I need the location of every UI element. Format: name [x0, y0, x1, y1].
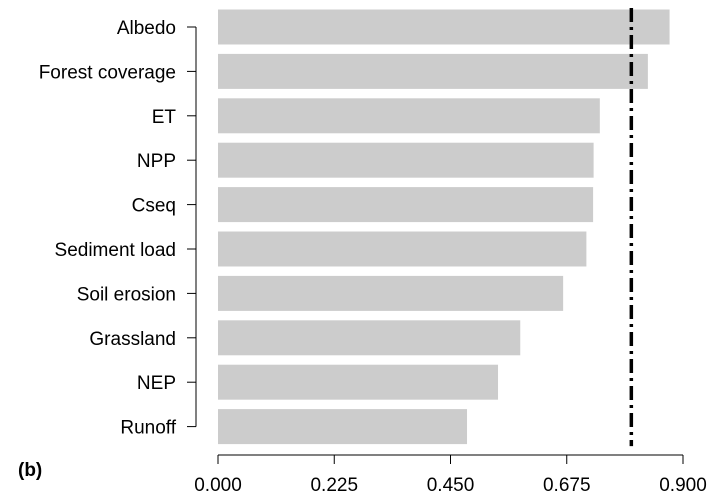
y-tick-label: Soil erosion: [77, 284, 176, 305]
y-tick-label: NEP: [137, 373, 176, 394]
bar-cseq: [218, 187, 594, 223]
y-tick-label: NPP: [137, 151, 176, 172]
y-tick-label: Cseq: [132, 196, 176, 217]
bar-et: [218, 98, 600, 134]
y-tick-label: Forest coverage: [39, 62, 176, 83]
x-tick-label: 0.900: [659, 475, 707, 496]
y-tick-label: ET: [152, 107, 177, 128]
x-tick-label: 0.450: [427, 475, 475, 496]
bar-npp: [218, 142, 594, 178]
x-tick-label: 0.225: [310, 475, 358, 496]
bar-forest-coverage: [218, 53, 648, 89]
y-tick-label: Runoff: [120, 418, 176, 439]
y-tick-label: Grassland: [89, 329, 176, 350]
y-tick-label: Albedo: [117, 18, 176, 39]
panel-label: (b): [18, 460, 42, 481]
x-axis: 0.000 0.225 0.450 0.675 0.900: [194, 454, 707, 496]
bar-grassland: [218, 320, 521, 356]
bar-albedo: [218, 9, 670, 45]
x-tick-label: 0.000: [194, 475, 242, 496]
y-tick-label: Sediment load: [55, 240, 176, 261]
bar-soil-erosion: [218, 275, 564, 311]
bar-sediment-load: [218, 231, 587, 267]
bar-nep: [218, 364, 499, 400]
y-axis: Albedo Forest coverage ET NPP Cseq Sediment l…: [39, 18, 197, 439]
bar-runoff: [218, 409, 468, 445]
x-tick-label: 0.675: [543, 475, 591, 496]
bars-layer: [218, 9, 670, 445]
